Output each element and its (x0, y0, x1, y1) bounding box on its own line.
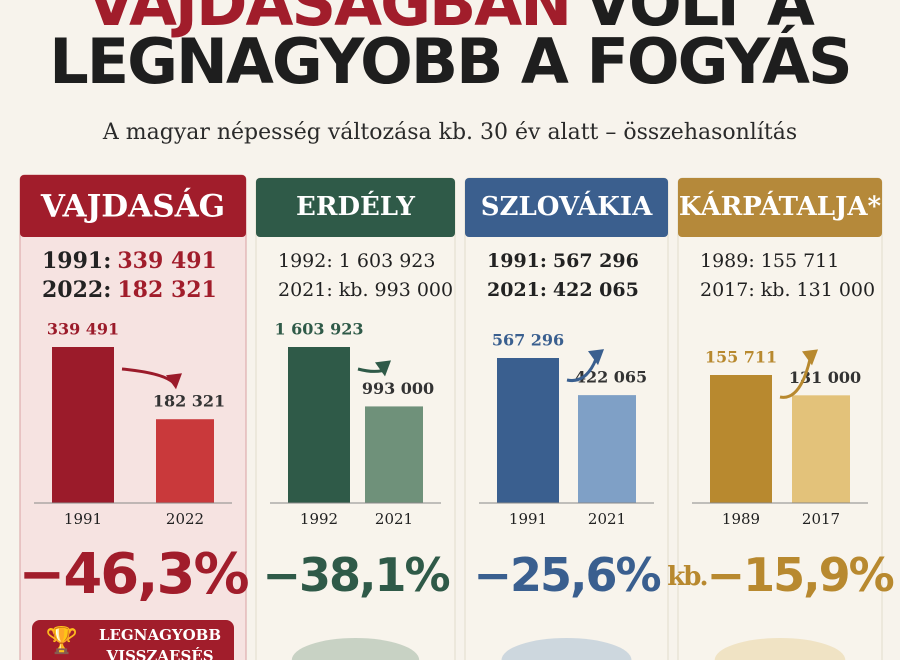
x-tick-label: 2022 (166, 510, 204, 528)
value-label: 993 000 (362, 379, 434, 398)
change-label: −38,1% (262, 548, 449, 602)
header-line: 1991: 567 296 (487, 250, 639, 272)
x-tick-label: 2021 (375, 510, 413, 528)
text-part: 182 321 (117, 277, 217, 303)
change-label: −25,6% (473, 548, 660, 602)
title-line: VAJDASÁGBAN VOLT A (87, 0, 815, 40)
bar (710, 375, 772, 503)
text-part: 2021: (487, 279, 547, 301)
trend-arrow (566, 358, 598, 383)
trend-arrow (779, 358, 812, 399)
text-part: 567 296 (553, 250, 639, 272)
text-part: 1991: (487, 250, 547, 272)
value-label: 155 711 (705, 348, 777, 367)
value-label: 422 065 (575, 368, 647, 387)
text-part: VAJDASÁGBAN (87, 0, 570, 40)
arrow-head (166, 373, 182, 390)
badge-text: VISSZAESÉS (105, 647, 213, 660)
panel-title: SZLOVÁKIA (481, 190, 653, 222)
text-part: 1991: (42, 248, 111, 274)
bar (497, 358, 559, 503)
bar (52, 347, 114, 503)
x-tick-label: 1991 (509, 510, 547, 528)
header-line: 1992: 1 603 923 (278, 250, 435, 272)
value-label: 339 491 (47, 320, 119, 339)
title-line: LEGNAGYOBB A FOGYÁS (49, 25, 850, 98)
map-shape (714, 638, 846, 660)
change-label: kb.−15,9% (667, 548, 893, 602)
text-part: kb. (667, 562, 706, 592)
panel-title: KÁRPÁTALJA* (679, 190, 882, 222)
panel-header (20, 175, 246, 237)
header-line: 2022: 182 321 (42, 277, 217, 303)
text-part: kb. 993 000 (339, 279, 453, 301)
map-shape (501, 638, 632, 660)
text-part: 1989: (700, 250, 755, 272)
text-part: 2022: (42, 277, 111, 303)
text-part: −46,3% (18, 542, 248, 607)
panel-title: ERDÉLY (296, 190, 415, 222)
x-tick-label: 2021 (588, 510, 626, 528)
x-tick-label: 1992 (300, 510, 338, 528)
text-part: −15,9% (707, 548, 894, 602)
text-part: kb. 131 000 (761, 279, 875, 301)
panel-header (465, 178, 668, 237)
text-part: 2021: (278, 279, 333, 301)
map-shape (291, 638, 420, 660)
panel-title: VAJDASÁG (40, 187, 225, 225)
text-part: VOLT A (584, 0, 815, 40)
header-line: 2017: kb. 131 000 (700, 279, 875, 301)
panel-header (256, 178, 455, 237)
text-part: 2017: (700, 279, 755, 301)
text-part: 1 603 923 (339, 250, 436, 272)
change-label: −46,3% (18, 542, 248, 607)
bar (578, 395, 636, 503)
badge (32, 620, 234, 660)
bar (792, 395, 850, 503)
text-part: 339 491 (117, 248, 217, 274)
text-part: 1992: (278, 250, 333, 272)
badge-text: LEGNAGYOBB (99, 626, 221, 644)
text-part: −25,6% (473, 548, 660, 602)
trophy-icon: 🏆 (46, 625, 78, 656)
bar (156, 419, 214, 503)
x-tick-label: 1989 (722, 510, 760, 528)
text-part: LEGNAGYOBB A FOGYÁS (49, 25, 850, 98)
arrow-head (375, 360, 391, 377)
x-tick-label: 1991 (64, 510, 102, 528)
header-line: 2021: kb. 993 000 (278, 279, 453, 301)
value-label: 182 321 (153, 392, 225, 411)
header-line: 1991: 339 491 (42, 248, 217, 274)
subtitle: A magyar népesség változása kb. 30 év al… (102, 120, 797, 145)
text-part: −38,1% (262, 548, 449, 602)
value-label: 1 603 923 (274, 320, 363, 339)
panel-header (678, 178, 882, 237)
bar (288, 347, 350, 503)
x-tick-label: 2017 (802, 510, 840, 528)
value-label: 567 296 (492, 331, 564, 350)
arrow-head (588, 349, 604, 366)
header-line: 1989: 155 711 (700, 250, 839, 272)
text-part: 422 065 (553, 279, 639, 301)
header-line: 2021: 422 065 (487, 279, 639, 301)
text-part: 155 711 (761, 250, 840, 272)
arrow-head (802, 349, 818, 366)
bar (365, 406, 423, 503)
